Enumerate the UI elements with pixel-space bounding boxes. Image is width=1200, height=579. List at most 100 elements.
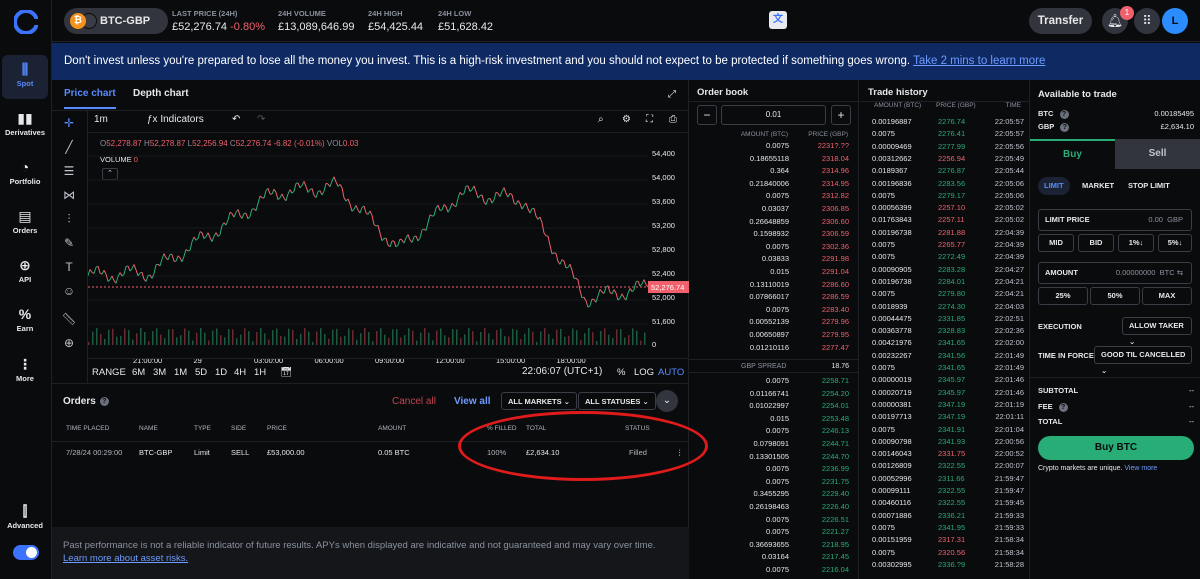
ask-row[interactable]: 0.26648859 2306.60 [689, 216, 859, 229]
pct25-button[interactable]: 25% [1038, 287, 1088, 305]
mid-button[interactable]: MID [1038, 234, 1074, 252]
bid-row[interactable]: 0.0075 2216.04 [689, 564, 859, 577]
help-icon[interactable]: ? [1060, 122, 1070, 132]
tab-price-chart[interactable]: Price chart [64, 88, 116, 99]
nav-derivatives[interactable]: ▮▮ Derivatives [2, 104, 48, 148]
gear-icon[interactable]: ⚙ [622, 114, 631, 125]
expand-icon[interactable]: ⤢ [668, 89, 676, 100]
range-6m[interactable]: 6M [132, 367, 146, 378]
learn-more-link[interactable]: Take 2 mins to learn more [913, 55, 1046, 67]
col-price[interactable]: PRICE [267, 425, 287, 432]
bid-row[interactable]: 0.0075 2258.71 [689, 375, 859, 388]
execution-select[interactable]: ALLOW TAKER ⌄ [1122, 317, 1192, 346]
bid-row[interactable]: 0.0075 2231.75 [689, 476, 859, 489]
max-button[interactable]: MAX [1142, 287, 1192, 305]
nav-api[interactable]: ⊕ API [2, 251, 48, 295]
view-all-link[interactable]: View all [454, 396, 491, 407]
nav-earn[interactable]: % Earn [2, 300, 48, 344]
ask-row[interactable]: 0.01210116 2277.47 [689, 342, 859, 355]
bid-row[interactable]: 0.13301505 2244.70 [689, 451, 859, 464]
chevron-down-icon[interactable]: ⌄ [656, 390, 678, 412]
buy-btc-button[interactable]: Buy BTC [1038, 436, 1194, 460]
tab-sell[interactable]: Sell [1115, 139, 1200, 169]
undo-icon[interactable]: ↶ [232, 114, 241, 125]
ask-row[interactable]: 0.03037 2306.85 [689, 203, 859, 216]
ask-row[interactable]: 0.0075 2283.40 [689, 304, 859, 317]
ask-row[interactable]: 0.1598932 2306.59 [689, 228, 859, 241]
fullscreen-icon[interactable]: ⛶ [646, 114, 653, 125]
asset-risks-link[interactable]: Learn more about asset risks. [63, 553, 189, 564]
step-input[interactable]: 0.01 [721, 105, 826, 125]
limit-price-field[interactable]: LIMIT PRICE 0.00 GBP [1038, 209, 1192, 231]
ask-row[interactable]: 0.07866017 2286.59 [689, 291, 859, 304]
nav-orders[interactable]: ▤ Orders [2, 202, 48, 246]
range-1d[interactable]: 1D [215, 367, 228, 378]
text-tool-icon[interactable]: T [65, 260, 73, 274]
bid-row[interactable]: 0.0075 2246.13 [689, 425, 859, 438]
nav-more[interactable]: ⋮ More [2, 350, 48, 394]
ask-row[interactable]: 0.00552139 2279.96 [689, 316, 859, 329]
coinbase-logo-icon[interactable] [14, 10, 38, 34]
avatar[interactable]: L [1162, 8, 1188, 34]
pair-selector[interactable]: ₿ BTC-GBP [64, 8, 168, 34]
help-icon[interactable]: ? [99, 396, 109, 406]
decrease-step-button[interactable]: − [697, 105, 717, 125]
bid-row[interactable]: 0.03164 2217.45 [689, 551, 859, 564]
log-toggle[interactable]: LOG [634, 367, 655, 378]
bid-row[interactable]: 0.01022997 2254.01 [689, 400, 859, 413]
nav-portfolio[interactable]: ◔ Portfolio [2, 153, 48, 197]
camera-icon[interactable]: ⎙ [669, 114, 677, 125]
indicators-button[interactable]: ƒx Indicators [147, 114, 204, 125]
bid-row[interactable]: 0.0075 2221.27 [689, 526, 859, 539]
ask-row[interactable]: 0.364 2314.96 [689, 165, 859, 178]
crosshair-icon[interactable]: ✛ [63, 116, 75, 130]
col-time[interactable]: TIME PLACED [66, 425, 110, 432]
range-1m[interactable]: 1M [174, 367, 188, 378]
translate-icon[interactable]: 文 [769, 11, 787, 29]
redo-icon[interactable]: ↷ [257, 114, 266, 125]
bid-button[interactable]: BID [1078, 234, 1114, 252]
col-side[interactable]: SIDE [231, 425, 247, 432]
range-3m[interactable]: 3M [153, 367, 167, 378]
bid-row[interactable]: 0.015 2253.48 [689, 413, 859, 426]
ask-row[interactable]: 0.18655118 2318.04 [689, 153, 859, 166]
ask-row[interactable]: 0.015 2291.04 [689, 266, 859, 279]
utc-clock[interactable]: 22:06:07 (UTC+1) [522, 366, 603, 377]
tab-depth-chart[interactable]: Depth chart [133, 88, 189, 99]
bid-row[interactable]: 0.0075 2236.99 [689, 463, 859, 476]
tab-buy[interactable]: Buy [1030, 139, 1115, 169]
transfer-button[interactable]: Transfer [1029, 8, 1092, 34]
brush-icon[interactable]: ✎ [63, 236, 75, 250]
calendar-icon[interactable]: 📅︎ [280, 367, 293, 378]
price-chart[interactable]: 52,276.74 54,400 54,000 53,600 53,200 52,800 5… [88, 140, 689, 365]
ask-row[interactable]: 0.03833 2291.98 [689, 253, 859, 266]
order-type-market[interactable]: MARKET [1082, 181, 1115, 190]
ask-row[interactable]: 0.21840006 2314.95 [689, 178, 859, 191]
pattern-icon[interactable]: ⋈ [63, 188, 75, 202]
bid-row[interactable]: 0.36693655 2218.95 [689, 539, 859, 552]
amount-field[interactable]: AMOUNT 0.00000000 BTC ⇆ [1038, 262, 1192, 284]
measure-icon[interactable]: 📏︎ [61, 312, 77, 326]
trendline-icon[interactable]: ╱ [65, 140, 73, 154]
bid-row[interactable]: 0.0075 2226.51 [689, 514, 859, 527]
range-4h[interactable]: 4H [234, 367, 247, 378]
interval-select[interactable]: 1m [94, 114, 108, 125]
fib-lines-icon[interactable]: ☰ [63, 164, 75, 178]
percent-toggle[interactable]: % [617, 367, 626, 378]
increase-step-button[interactable]: + [831, 105, 851, 125]
ask-row[interactable]: 0.00650897 2279.95 [689, 329, 859, 342]
col-name[interactable]: NAME [139, 425, 158, 432]
view-more-link[interactable]: View more [1124, 465, 1158, 472]
zoom-icon[interactable]: ⊕ [63, 336, 75, 350]
order-type-stop-limit[interactable]: STOP LIMIT [1128, 181, 1170, 190]
markets-filter[interactable]: ALL MARKETS ⌄ [501, 392, 577, 410]
one-percent-button[interactable]: 1%↓ [1118, 234, 1154, 252]
bid-row[interactable]: 0.0798091 2244.71 [689, 438, 859, 451]
grid-icon[interactable]: ⠿ [1134, 8, 1160, 34]
statuses-filter[interactable]: ALL STATUSES ⌄ [578, 392, 656, 410]
ask-row[interactable]: 0.13110019 2286.60 [689, 279, 859, 292]
col-type[interactable]: TYPE [194, 425, 211, 432]
help-icon[interactable]: ? [1059, 109, 1069, 119]
tif-select[interactable]: GOOD TIL CANCELLED ⌄ [1094, 346, 1192, 375]
cancel-all-button[interactable]: Cancel all [392, 396, 436, 407]
